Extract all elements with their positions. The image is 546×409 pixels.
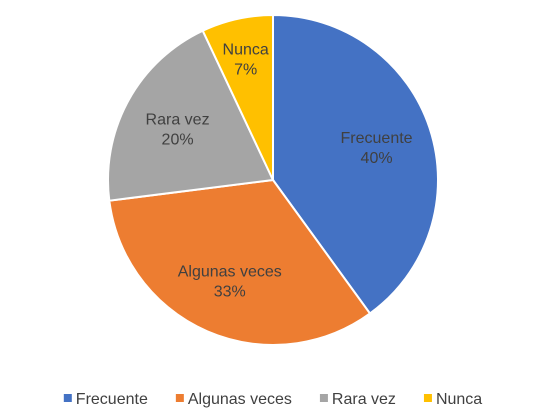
data-label-value: 20% xyxy=(162,131,194,148)
legend-marker xyxy=(175,394,184,402)
data-label: Nunca 7% xyxy=(223,41,269,78)
data-label-category: Rara vez xyxy=(146,111,210,128)
legend-marker xyxy=(423,394,432,402)
legend-label: Nunca xyxy=(436,391,482,408)
pie-slice xyxy=(272,13,439,315)
data-label: Rara vez 20% xyxy=(146,111,210,148)
data-label-value: 33% xyxy=(214,284,246,301)
legend-marker xyxy=(63,394,72,402)
pie-slice xyxy=(107,29,275,202)
pie-slice xyxy=(201,13,274,181)
legend-label: Algunas veces xyxy=(188,391,292,408)
pie-slice xyxy=(108,178,372,346)
legend-marker xyxy=(319,394,328,402)
legend-label: Rara vez xyxy=(332,391,396,408)
legend-label: Frecuente xyxy=(76,391,148,408)
data-label-value: 7% xyxy=(234,61,257,78)
data-label-value: 40% xyxy=(361,150,393,167)
data-label-category: Nunca xyxy=(223,41,269,58)
data-label: Algunas veces 33% xyxy=(178,264,282,301)
data-label-category: Algunas veces xyxy=(178,264,282,281)
data-label: Frecuente 40% xyxy=(341,130,413,167)
data-label-category: Frecuente xyxy=(341,130,413,147)
